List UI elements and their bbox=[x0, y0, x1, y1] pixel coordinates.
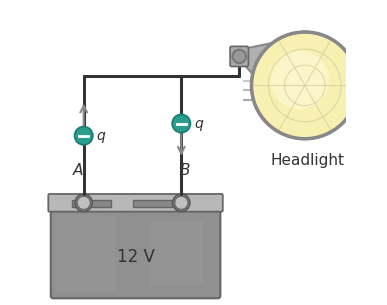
FancyBboxPatch shape bbox=[55, 215, 115, 291]
Circle shape bbox=[172, 114, 190, 133]
Text: q: q bbox=[194, 117, 203, 131]
Text: 12 V: 12 V bbox=[116, 248, 154, 267]
Polygon shape bbox=[244, 36, 305, 135]
Text: A: A bbox=[72, 163, 83, 178]
Text: B: B bbox=[179, 163, 190, 178]
Circle shape bbox=[270, 51, 329, 109]
Circle shape bbox=[233, 50, 246, 63]
Circle shape bbox=[252, 32, 358, 139]
Text: q: q bbox=[96, 129, 105, 143]
Text: Headlight: Headlight bbox=[271, 152, 345, 167]
Bar bbox=[132, 200, 172, 207]
FancyBboxPatch shape bbox=[230, 46, 248, 66]
FancyBboxPatch shape bbox=[51, 208, 220, 298]
FancyBboxPatch shape bbox=[48, 194, 223, 212]
Circle shape bbox=[75, 194, 92, 212]
Circle shape bbox=[173, 194, 190, 212]
Circle shape bbox=[77, 196, 91, 210]
Circle shape bbox=[75, 127, 93, 145]
Circle shape bbox=[175, 196, 188, 210]
FancyBboxPatch shape bbox=[151, 221, 203, 285]
Bar bbox=[72, 200, 111, 207]
